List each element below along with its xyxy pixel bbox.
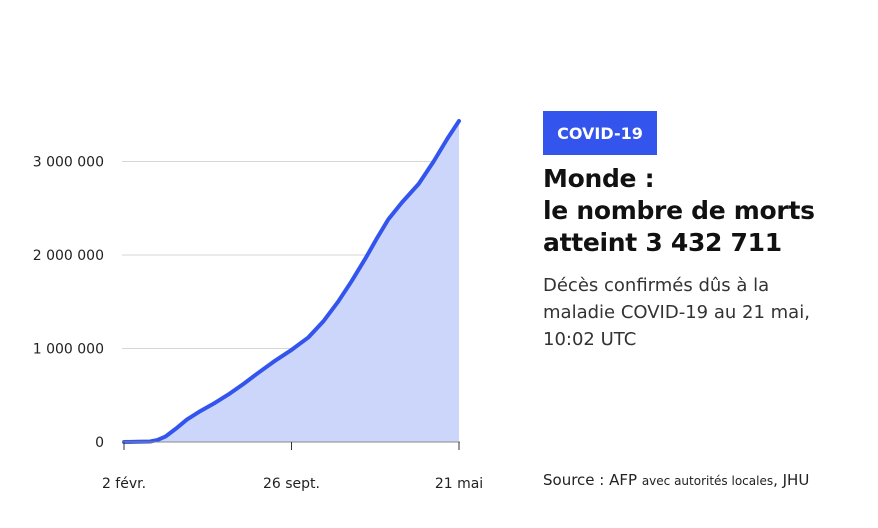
- y-tick-label: 3 000 000: [33, 154, 104, 170]
- y-tick-label: 2 000 000: [33, 248, 104, 264]
- subtitle-line-3: 10:02 UTC: [543, 329, 637, 350]
- y-tick-label: 1 000 000: [33, 341, 104, 357]
- x-tick-label: 21 mai: [435, 476, 483, 492]
- subtitle-line-1: Décès confirmés dûs à la: [543, 275, 770, 296]
- x-axis: 2 févr. 26 sept. 21 mai: [102, 441, 483, 492]
- covid-badge: COVID-19: [543, 111, 657, 155]
- x-tick-label: 2 févr.: [102, 476, 146, 492]
- series-area: [124, 121, 459, 442]
- source-small: avec autorités locales: [641, 474, 774, 488]
- source-credit: Source : AFP avec autorités locales, JHU: [543, 471, 873, 489]
- title-line-2: le nombre de morts: [543, 196, 815, 225]
- source-prefix: Source : AFP: [543, 471, 642, 489]
- subtitle: Décès confirmés dûs à la maladie COVID-1…: [543, 272, 873, 353]
- y-tick-label: 0: [95, 435, 104, 451]
- title-line-1: Monde :: [543, 164, 655, 193]
- subtitle-line-2: maladie COVID-19 au 21 mai,: [543, 302, 810, 323]
- page-title: Monde : le nombre de morts atteint 3 432…: [543, 163, 873, 259]
- title-line-3: atteint 3 432 711: [543, 228, 782, 257]
- x-tick-label: 26 sept.: [263, 476, 320, 492]
- source-suffix: , JHU: [773, 471, 810, 489]
- series-line: [122, 119, 461, 444]
